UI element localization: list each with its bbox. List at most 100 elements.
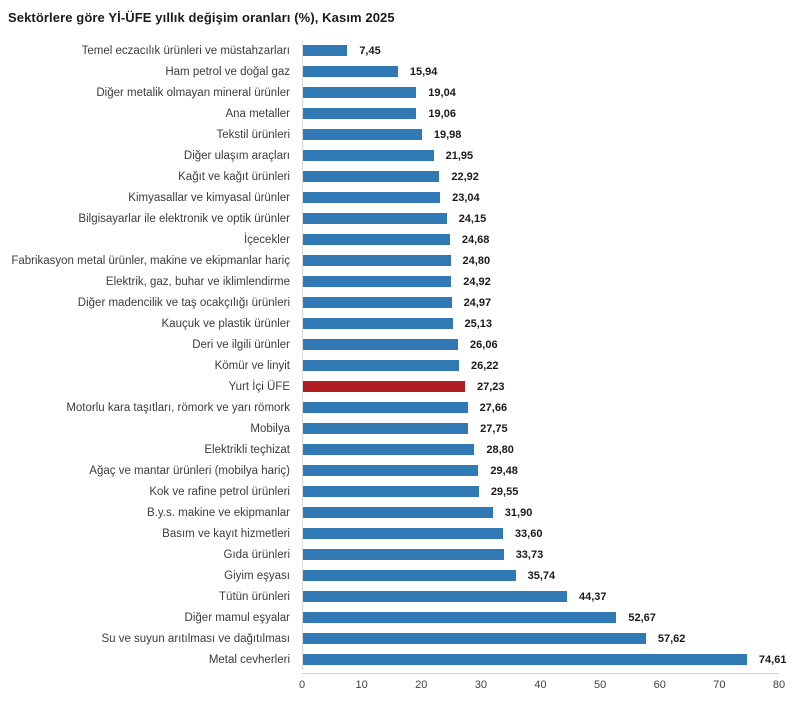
bar-track: 31,90 [302, 502, 779, 523]
category-label: Fabrikasyon metal ürünler, makine ve eki… [11, 254, 290, 267]
bar-track: 24,97 [302, 292, 779, 313]
bar-chart: Temel eczacılık ürünleri ve müstahzarlar… [0, 40, 803, 696]
x-axis-tick: 10 [355, 679, 368, 691]
bar [303, 591, 567, 602]
bar-track: 24,80 [302, 250, 779, 271]
category-label: Diğer madencilik ve taş ocakçılığı ürünl… [77, 296, 290, 309]
value-label: 28,80 [486, 443, 514, 456]
bar-track: 28,80 [302, 439, 779, 460]
value-label: 27,23 [477, 380, 505, 393]
bar [303, 528, 503, 539]
bar [303, 129, 422, 140]
category-label: İçecekler [243, 233, 290, 246]
chart-title: Sektörlere göre Yİ-ÜFE yıllık değişim or… [8, 10, 395, 25]
value-label: 31,90 [504, 506, 533, 519]
category-label: Kağıt ve kağıt ürünleri [178, 170, 290, 183]
bar-track: 44,37 [302, 586, 779, 607]
category-label: Gıda ürünleri [223, 548, 290, 561]
value-label: 21,95 [445, 149, 474, 162]
bar-track: 7,45 [302, 40, 779, 61]
category-label: Kauçuk ve plastik ürünler [161, 317, 290, 330]
value-label: 24,97 [463, 296, 492, 309]
bar-row: Kömür ve linyit 26,22 [0, 355, 803, 376]
bar [303, 45, 348, 56]
value-label: 33,73 [515, 548, 544, 561]
x-axis: 0 10 20 30 40 50 60 70 80 [299, 674, 785, 696]
bar-row: Kimyasallar ve kimyasal ürünler 23,04 [0, 187, 803, 208]
bar [303, 234, 450, 245]
category-label: Kömür ve linyit [214, 359, 290, 372]
category-label: Diğer metalik olmayan mineral ürünler [96, 86, 290, 99]
value-label: 22,92 [451, 170, 479, 183]
category-label: Diğer mamul eşyalar [184, 611, 290, 624]
category-label: Kok ve rafine petrol ürünleri [149, 485, 290, 498]
bar [303, 339, 459, 350]
bar [303, 570, 516, 581]
highlight-bar [303, 381, 466, 392]
bar-track: 21,95 [302, 145, 779, 166]
bar-row: Tütün ürünleri 44,37 [0, 586, 803, 607]
bar [303, 192, 441, 203]
x-axis-tick: 20 [415, 679, 428, 691]
category-label: Kimyasallar ve kimyasal ürünler [128, 191, 290, 204]
bar-track: 24,15 [302, 208, 779, 229]
bar-track: 27,75 [302, 418, 779, 439]
category-label: Motorlu kara taşıtları, römork ve yarı r… [66, 401, 290, 414]
value-label: 24,80 [462, 254, 491, 267]
bar-track: 24,92 [302, 271, 779, 292]
x-axis-tick: 50 [594, 679, 607, 691]
bar-row: Elektrik, gaz, buhar ve iklimlendirme 24,… [0, 271, 803, 292]
x-axis-tick: 40 [534, 679, 547, 691]
bar-row: Deri ve ilgili ürünler 26,06 [0, 334, 803, 355]
value-label: 27,75 [480, 422, 508, 435]
bar-row: Gıda ürünleri 33,73 [0, 544, 803, 565]
bar-track: 33,60 [302, 523, 779, 544]
bar-track: 25,13 [302, 313, 779, 334]
bar [303, 297, 452, 308]
bar-track: 35,74 [302, 565, 779, 586]
category-label: Ana metaller [225, 107, 290, 120]
x-axis-tick: 60 [653, 679, 666, 691]
bar-row: Giyim eşyası 35,74 [0, 565, 803, 586]
bar-row: Diğer metalik olmayan mineral ürünler 19,… [0, 82, 803, 103]
x-axis-tick: 80 [772, 679, 786, 691]
bar-row: Kağıt ve kağıt ürünleri 22,92 [0, 166, 803, 187]
bar-track: 29,48 [302, 460, 779, 481]
bar-track: 19,98 [302, 124, 779, 145]
bar-track: 29,55 [302, 481, 779, 502]
bar-track: 24,68 [302, 229, 779, 250]
bar [303, 87, 417, 98]
value-label: 35,74 [527, 569, 556, 582]
bar-row: Elektrikli teçhizat 28,80 [0, 439, 803, 460]
value-label: 29,48 [490, 464, 518, 477]
bar-track: 19,04 [302, 82, 779, 103]
bar [303, 486, 479, 497]
value-label: 24,15 [458, 212, 487, 225]
x-axis-tick: 30 [474, 679, 487, 691]
chart-rows: Temel eczacılık ürünleri ve müstahzarlar… [0, 40, 803, 670]
bar-row: Diğer madencilik ve taş ocakçılığı ürünl… [0, 292, 803, 313]
bar [303, 213, 447, 224]
x-axis-tick: 70 [713, 679, 726, 691]
bar [303, 171, 440, 182]
value-label: 24,68 [461, 233, 490, 246]
bar-row: Ana metaller 19,06 [0, 103, 803, 124]
value-label: 25,13 [464, 317, 493, 330]
bar-row: Mobilya 27,75 [0, 418, 803, 439]
category-label: Su ve suyun arıtılması ve dağıtılması [101, 632, 290, 645]
bar-row: Basım ve kayıt hizmetleri 33,60 [0, 523, 803, 544]
bar-track: 26,06 [302, 334, 779, 355]
category-label: Ağaç ve mantar ürünleri (mobilya hariç) [89, 464, 290, 477]
bar-row: Su ve suyun arıtılması ve dağıtılması 57,… [0, 628, 803, 649]
category-label: Tütün ürünleri [219, 590, 290, 603]
bar-row: Fabrikasyon metal ürünler, makine ve eki… [0, 250, 803, 271]
bar-row: Diğer mamul eşyalar 52,67 [0, 607, 803, 628]
bar [303, 612, 617, 623]
category-label: Elektrik, gaz, buhar ve iklimlendirme [105, 275, 290, 288]
bar-row: Bilgisayarlar ile elektronik ve optik ür… [0, 208, 803, 229]
bar [303, 549, 504, 560]
category-label: Diğer ulaşım araçları [183, 149, 290, 162]
bar [303, 507, 493, 518]
bar [303, 318, 453, 329]
